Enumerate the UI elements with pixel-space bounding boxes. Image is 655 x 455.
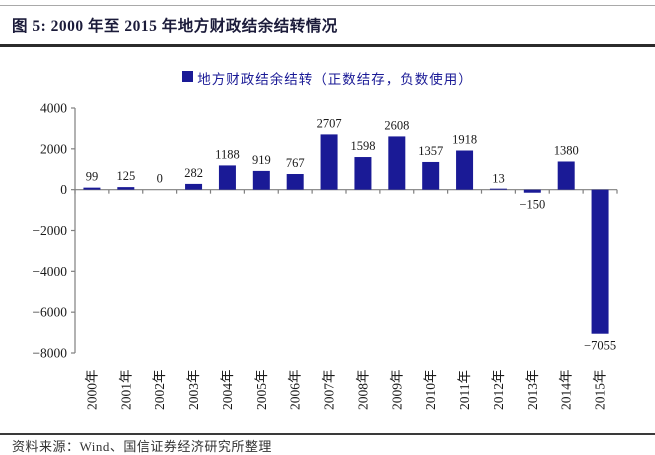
x-category-label: 2014年 bbox=[559, 370, 574, 411]
bar-2013年 bbox=[523, 189, 541, 193]
bar-value-label: 2608 bbox=[384, 118, 409, 132]
bar-2001年 bbox=[117, 187, 135, 190]
bar-value-label: 2707 bbox=[317, 116, 342, 130]
bar-value-label: 919 bbox=[252, 153, 271, 167]
bar-value-label: 767 bbox=[286, 156, 305, 170]
y-tick-label: 0 bbox=[60, 182, 67, 197]
bar-value-label: 1598 bbox=[350, 139, 375, 153]
x-category-label: 2005年 bbox=[254, 370, 269, 411]
x-category-label: 2009年 bbox=[389, 370, 404, 411]
bar-2003年 bbox=[185, 183, 203, 190]
x-category-label: 2015年 bbox=[593, 370, 608, 411]
x-category-label: 2003年 bbox=[186, 370, 201, 411]
bar-value-label: 1918 bbox=[452, 133, 477, 147]
bar-value-label: 1380 bbox=[554, 143, 579, 157]
figure-title: 图 5: 2000 年至 2015 年地方财政结余结转情况 bbox=[12, 18, 338, 35]
source-note: 资料来源：Wind、国信证券经济研究所整理 bbox=[12, 439, 272, 454]
x-category-label: 2000年 bbox=[84, 370, 99, 411]
bar-2011年 bbox=[456, 150, 474, 190]
bar-2000年 bbox=[83, 187, 101, 190]
bar-2012年 bbox=[489, 188, 507, 190]
top-divider bbox=[0, 5, 655, 6]
y-tick-label: −4000 bbox=[32, 264, 67, 279]
x-category-label: 2001年 bbox=[118, 370, 133, 411]
x-category-label: 2012年 bbox=[491, 370, 506, 411]
x-category-label: 2006年 bbox=[288, 370, 303, 411]
bar-2007年 bbox=[320, 134, 338, 190]
x-category-label: 2010年 bbox=[423, 370, 438, 411]
legend-swatch bbox=[182, 71, 194, 82]
footer-divider bbox=[0, 433, 655, 435]
x-category-label: 2008年 bbox=[355, 370, 370, 411]
x-category-label: 2002年 bbox=[152, 370, 167, 411]
chart-legend: 地方财政结余结转（正数结存，负数使用） bbox=[0, 68, 655, 88]
bar-2010年 bbox=[422, 161, 440, 190]
bar-value-label: 13 bbox=[492, 171, 505, 185]
x-category-label: 2007年 bbox=[322, 370, 337, 411]
x-category-label: 2011年 bbox=[457, 370, 472, 410]
bar-value-label: −150 bbox=[519, 198, 545, 212]
bar-2006年 bbox=[286, 174, 304, 190]
y-tick-label: −8000 bbox=[32, 346, 67, 361]
y-tick-label: 2000 bbox=[40, 141, 67, 156]
bar-2009年 bbox=[388, 136, 406, 190]
bar-2004年 bbox=[218, 165, 236, 190]
bar-2008年 bbox=[354, 157, 372, 190]
bar-value-label: 1357 bbox=[418, 144, 443, 158]
bar-value-label: 282 bbox=[184, 166, 203, 180]
x-category-label: 2004年 bbox=[220, 370, 235, 411]
bar-value-label: 99 bbox=[86, 170, 99, 184]
x-category-label: 2013年 bbox=[525, 370, 540, 411]
bar-value-label: 0 bbox=[157, 172, 163, 186]
bar-2015年 bbox=[591, 189, 609, 334]
title-divider bbox=[0, 44, 655, 47]
bar-2014年 bbox=[557, 161, 575, 190]
y-tick-label: −2000 bbox=[32, 223, 67, 238]
bar-value-label: 1188 bbox=[215, 147, 240, 161]
y-tick-label: 4000 bbox=[40, 101, 67, 116]
bar-value-label: 125 bbox=[116, 169, 135, 183]
y-tick-label: −6000 bbox=[32, 305, 67, 320]
legend-label: 地方财政结余结转（正数结存，负数使用） bbox=[197, 72, 473, 87]
bar-2005年 bbox=[252, 170, 270, 190]
bar-value-label: −7055 bbox=[584, 339, 616, 353]
bar-chart: 4000 2000 0 −2000 −4000 −6000 −8000 99 2000年 125 2… bbox=[32, 101, 618, 411]
